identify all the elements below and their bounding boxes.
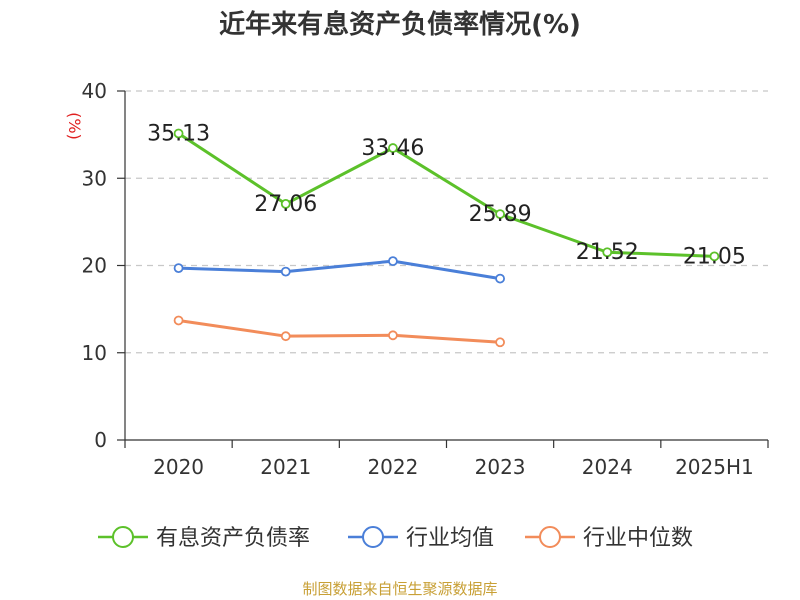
legend-marker bbox=[112, 526, 134, 548]
data-point bbox=[388, 143, 398, 153]
data-point bbox=[173, 315, 184, 326]
data-point bbox=[388, 256, 398, 267]
legend: 有息资产负债率 行业均值 行业中位数 bbox=[98, 526, 693, 551]
y-tick-label: 40 bbox=[82, 79, 107, 103]
data-point bbox=[602, 247, 613, 258]
grid-layer bbox=[125, 90, 768, 354]
data-label: 33.46 bbox=[361, 136, 424, 161]
chart-title: 近年来有息资产负债率情况(%) bbox=[219, 10, 581, 40]
data-label: 21.52 bbox=[576, 240, 639, 265]
data-label: 35.13 bbox=[147, 121, 210, 146]
x-tick-label: 2025H1 bbox=[675, 455, 754, 479]
series-line bbox=[178, 318, 501, 344]
data-point bbox=[280, 266, 291, 277]
axes-layer: 0 10 20 30 40 (%) 2020 2021 2022 2023 2024 2025H1 bbox=[65, 79, 769, 479]
series-line bbox=[178, 259, 501, 281]
x-tick-label: 2023 bbox=[475, 455, 526, 479]
legend-marker bbox=[362, 526, 384, 548]
x-tick-label: 2021 bbox=[260, 455, 311, 479]
source-note: 制图数据来自恒生聚源数据库 bbox=[302, 580, 498, 598]
data-point bbox=[280, 331, 291, 342]
data-point bbox=[495, 273, 505, 284]
y-tick-label: 10 bbox=[82, 341, 107, 365]
data-point bbox=[495, 337, 505, 348]
data-label: 27.06 bbox=[254, 192, 317, 217]
y-tick-label: 0 bbox=[94, 428, 107, 452]
x-tick-label: 2020 bbox=[153, 455, 204, 479]
y-axis-label: (%) bbox=[65, 112, 84, 140]
series-layer bbox=[173, 128, 720, 348]
data-point bbox=[173, 263, 184, 274]
series-line bbox=[177, 132, 715, 258]
data-label: 25.89 bbox=[469, 202, 532, 227]
x-tick-label: 2022 bbox=[367, 455, 418, 479]
y-tick-label: 20 bbox=[82, 254, 107, 278]
legend-label: 行业均值 bbox=[406, 526, 494, 551]
legend-label: 有息资产负债率 bbox=[156, 526, 310, 551]
legend-marker bbox=[539, 526, 561, 548]
data-point bbox=[495, 209, 505, 220]
legend-label: 行业中位数 bbox=[583, 526, 693, 551]
x-tick-label: 2024 bbox=[582, 455, 633, 479]
data-point bbox=[709, 251, 720, 262]
data-label: 21.05 bbox=[683, 244, 746, 269]
data-point bbox=[280, 199, 291, 209]
y-tick-label: 30 bbox=[82, 166, 107, 190]
data-labels-layer: 35.13 27.06 33.46 25.89 21.52 21.05 bbox=[147, 121, 746, 269]
data-point bbox=[173, 128, 184, 139]
data-point bbox=[388, 330, 398, 341]
